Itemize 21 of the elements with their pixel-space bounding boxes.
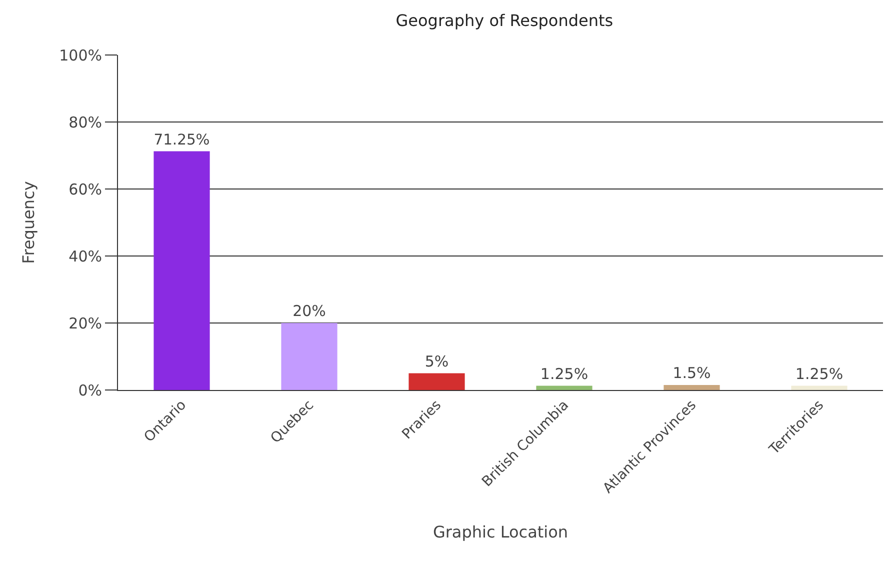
data-label: 20% (292, 302, 326, 320)
bar (664, 384, 720, 390)
y-tick-label: 60% (68, 180, 102, 198)
bar (791, 386, 848, 390)
y-tick-label: 0% (78, 381, 102, 400)
data-label: 5% (424, 352, 449, 370)
y-tick-label: 100% (59, 46, 102, 64)
bar (281, 323, 338, 390)
data-label: 1.25% (540, 364, 588, 383)
y-tick-label: 40% (68, 247, 102, 266)
data-label: 71.25% (154, 131, 210, 148)
bar (408, 373, 465, 390)
y-axis-title: Frequency (19, 181, 38, 264)
data-label: 1.5% (672, 364, 711, 382)
bar (154, 151, 210, 390)
bar (536, 386, 592, 390)
chart-title: Geography of Respondents (396, 10, 614, 30)
y-tick-label: 80% (68, 113, 102, 132)
x-axis-title: Graphic Location (432, 522, 568, 542)
data-label: 1.25% (795, 364, 844, 383)
y-tick-label: 20% (68, 314, 102, 332)
